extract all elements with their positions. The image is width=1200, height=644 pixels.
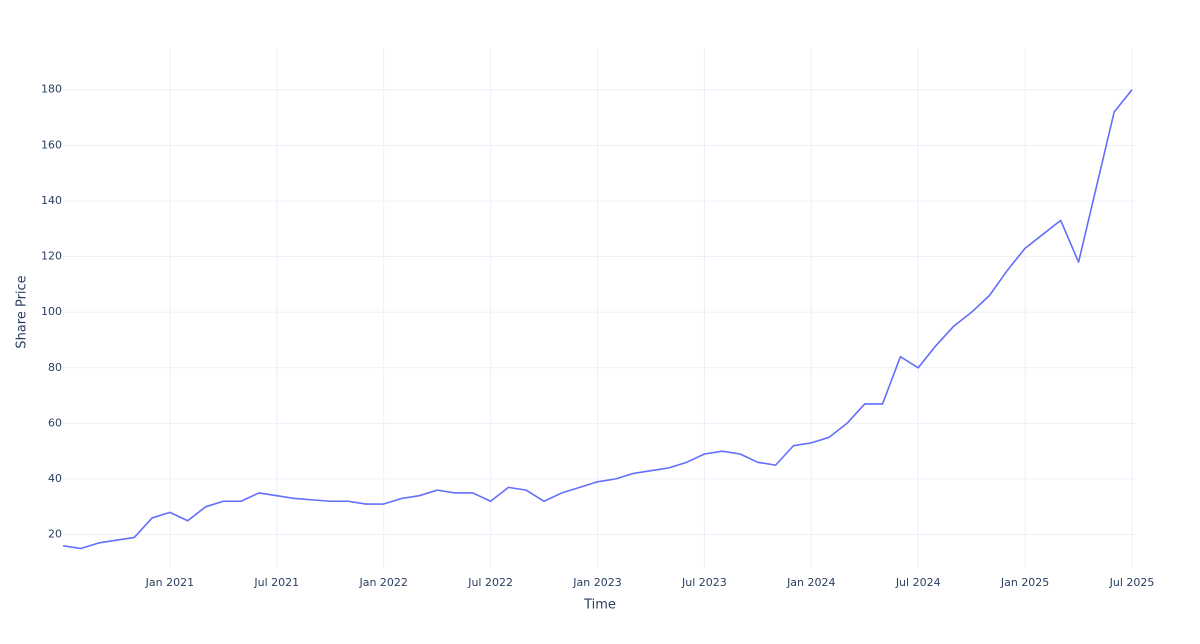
x-tick-label: Jan 2023 <box>572 576 621 589</box>
y-tick-label: 80 <box>48 361 62 374</box>
x-tick-label: Jul 2025 <box>1109 576 1155 589</box>
x-tick-label: Jan 2021 <box>145 576 194 589</box>
x-tick-label: Jul 2024 <box>895 576 941 589</box>
x-tick-label: Jul 2021 <box>253 576 299 589</box>
line <box>62 89 1133 550</box>
x-tick-label: Jan 2025 <box>1000 576 1049 589</box>
y-tick-label: 120 <box>41 250 62 263</box>
x-tick-label: Jan 2024 <box>786 576 835 589</box>
x-tick-label: Jan 2022 <box>358 576 407 589</box>
y-tick-label: 160 <box>41 138 62 151</box>
y-tick-label: 140 <box>41 194 62 207</box>
y-axis-title: Share Price <box>15 275 30 348</box>
y-tick-label: 20 <box>48 528 62 541</box>
x-tick-label: Jul 2022 <box>467 576 513 589</box>
x-tick-label: Jul 2023 <box>681 576 727 589</box>
y-tick-label: 100 <box>41 305 62 318</box>
y-tick-label: 180 <box>41 83 62 96</box>
y-tick-label: 60 <box>48 416 62 429</box>
x-axis-title: Time <box>583 598 616 613</box>
y-tick-label: 40 <box>48 472 62 485</box>
